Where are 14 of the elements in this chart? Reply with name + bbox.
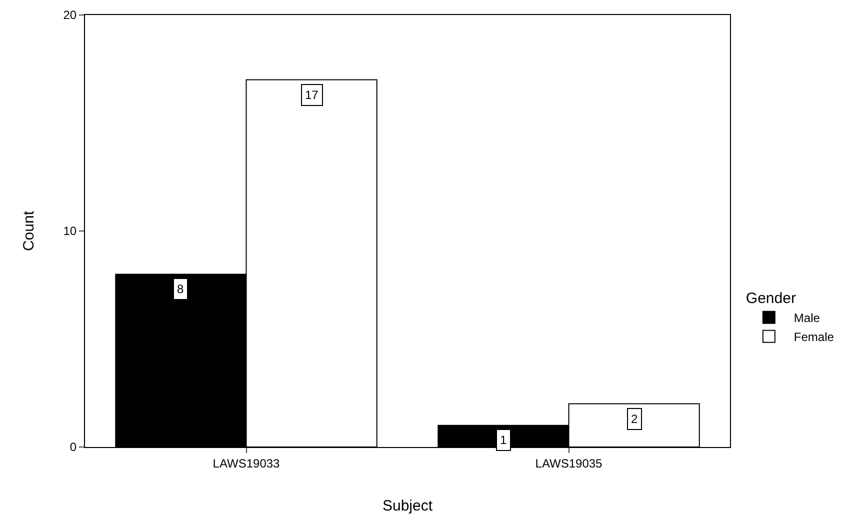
legend-title: Gender: [746, 290, 796, 307]
data-label: 2: [631, 412, 638, 426]
legend-label: Female: [794, 330, 834, 344]
legend-label: Male: [794, 311, 820, 326]
y-tick-label: 10: [63, 224, 77, 238]
x-tick-label: LAWS19035: [535, 456, 603, 470]
x-axis-title: Subject: [382, 497, 434, 514]
data-label: 1: [500, 433, 507, 447]
y-tick-label: 20: [63, 8, 77, 22]
x-tick-label: LAWS19033: [212, 456, 280, 470]
data-label: 8: [177, 282, 184, 296]
data-label: 17: [305, 88, 319, 102]
y-tick-label: 0: [70, 440, 77, 454]
y-axis-title: Count: [20, 210, 38, 252]
